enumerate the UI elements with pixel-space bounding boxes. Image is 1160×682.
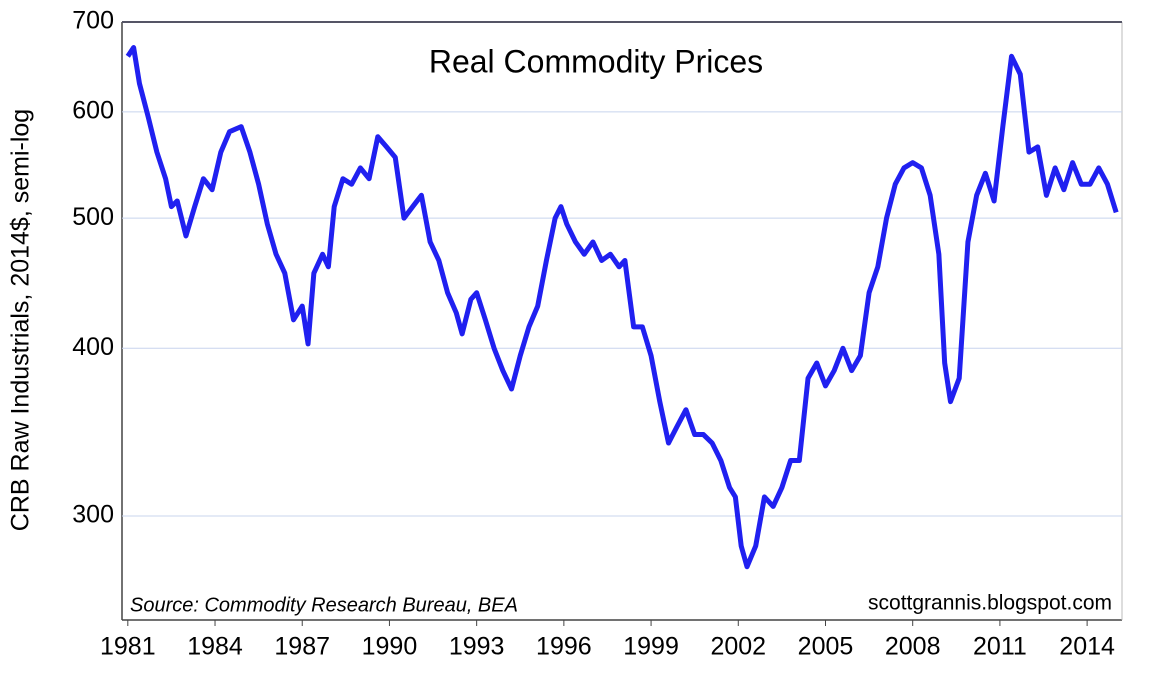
y-tick-label: 500 — [72, 203, 114, 231]
x-tick-label: 1996 — [536, 633, 592, 661]
y-tick-label: 400 — [72, 333, 114, 361]
x-tick-label: 1990 — [362, 633, 418, 661]
x-tick-label: 1984 — [187, 633, 243, 661]
x-tick-label: 2008 — [885, 633, 941, 661]
chart-title: Real Commodity Prices — [429, 43, 763, 79]
y-tick-label: 600 — [72, 96, 114, 124]
x-tick-label: 1999 — [623, 633, 679, 661]
y-tick-label: 700 — [72, 7, 114, 35]
x-tick-label: 2014 — [1059, 633, 1115, 661]
credit: scottgrannis.blogspot.com — [868, 592, 1112, 615]
x-tick-label: 2011 — [973, 633, 1027, 661]
x-tick-label: 2002 — [710, 633, 766, 661]
y-axis-label: CRB Raw Industrials, 2014$, semi-log — [7, 109, 35, 531]
x-tick-label: 1987 — [274, 633, 330, 661]
data-line — [125, 45, 1119, 570]
y-tick-label: 300 — [72, 501, 114, 529]
x-tick-label: 1981 — [100, 633, 156, 661]
x-tick-label: 2005 — [798, 633, 854, 661]
x-tick-label: 1993 — [449, 633, 505, 661]
source-note: Source: Commodity Research Bureau, BEA — [130, 594, 518, 616]
